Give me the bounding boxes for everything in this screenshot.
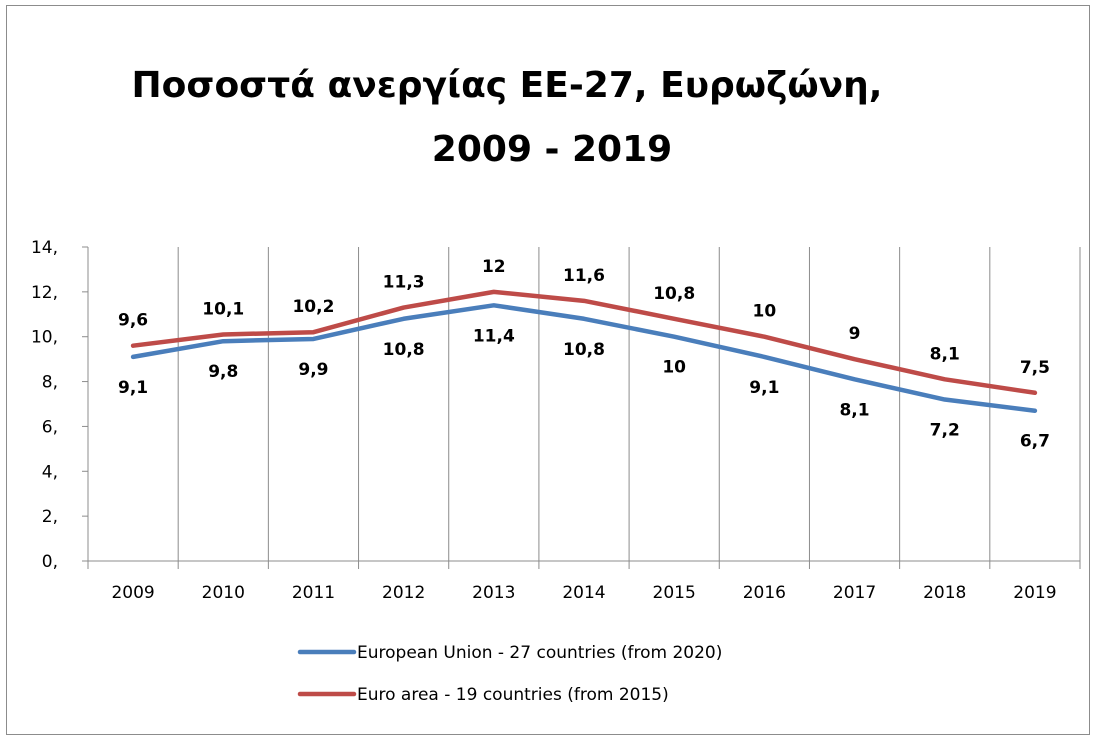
x-tick-label: 2010 bbox=[202, 583, 245, 603]
chart-title: Ποσοστά ανεργίας ΕΕ-27, Ευρωζώνη, 2009 -… bbox=[7, 54, 1007, 182]
x-tick-label: 2016 bbox=[743, 583, 786, 603]
y-tick-label: 0, bbox=[42, 552, 58, 572]
y-tick-label: 14, bbox=[31, 238, 58, 258]
data-label: 11,6 bbox=[563, 266, 605, 286]
y-tick-label: 12, bbox=[31, 283, 58, 303]
grid-lines bbox=[177, 247, 1081, 561]
series-lines bbox=[130, 289, 1038, 413]
y-tick-label: 10, bbox=[31, 328, 58, 348]
x-tick-label: 2018 bbox=[923, 583, 966, 603]
data-label: 11,4 bbox=[473, 326, 515, 346]
y-tick-label: 8, bbox=[42, 373, 58, 393]
chart-title-line-1: Ποσοστά ανεργίας ΕΕ-27, Ευρωζώνη, bbox=[131, 65, 883, 106]
axes: 2009 2010 2011 2012 2013 2014 2015 2016 2017 2018… bbox=[31, 238, 1081, 603]
y-tick-label: 6, bbox=[42, 417, 58, 437]
data-labels: 9,1 9,8 9,9 10,8 11,4 10,8 10 9,1 8,1 7,2 6,7 9,6 10… bbox=[118, 257, 1050, 452]
data-label: 12 bbox=[482, 257, 506, 277]
data-label: 6,7 bbox=[1020, 432, 1050, 452]
data-label: 9,1 bbox=[749, 378, 779, 398]
data-label: 8,1 bbox=[930, 344, 960, 364]
x-tick-label: 2011 bbox=[292, 583, 335, 603]
x-tick-label: 2017 bbox=[833, 583, 876, 603]
data-label: 9,9 bbox=[298, 360, 328, 380]
series-line-1 bbox=[130, 303, 1038, 413]
data-label: 10 bbox=[662, 358, 686, 378]
data-label: 8,1 bbox=[839, 400, 869, 420]
x-tick-label: 2013 bbox=[472, 583, 515, 603]
data-label: 10,2 bbox=[292, 297, 334, 317]
x-tick-label: 2015 bbox=[653, 583, 696, 603]
data-label: 9 bbox=[849, 324, 861, 344]
data-label: 10,8 bbox=[383, 340, 425, 360]
data-label: 7,2 bbox=[930, 421, 960, 441]
data-label: 9,8 bbox=[208, 362, 238, 382]
x-tick-label: 2009 bbox=[111, 583, 154, 603]
data-label: 9,6 bbox=[118, 311, 148, 331]
data-label: 10,8 bbox=[653, 284, 695, 304]
legend-label: Euro area - 19 countries (from 2015) bbox=[357, 685, 669, 705]
y-tick-label: 2, bbox=[42, 507, 58, 527]
data-label: 10,8 bbox=[563, 340, 605, 360]
data-label: 10 bbox=[753, 302, 777, 322]
x-tick-label: 2019 bbox=[1013, 583, 1056, 603]
x-tick-label: 2012 bbox=[382, 583, 425, 603]
chart-title-line-2: 2009 - 2019 bbox=[431, 129, 673, 170]
data-label: 10,1 bbox=[202, 299, 244, 319]
data-label: 11,3 bbox=[383, 273, 425, 293]
legend-label: European Union - 27 countries (from 2020… bbox=[357, 643, 722, 663]
legend: European Union - 27 countries (from 2020… bbox=[297, 643, 722, 705]
y-tick-label: 4, bbox=[42, 462, 58, 482]
x-tick-label: 2014 bbox=[562, 583, 605, 603]
data-label: 7,5 bbox=[1020, 358, 1050, 378]
data-label: 9,1 bbox=[118, 378, 148, 398]
series-line-2 bbox=[130, 289, 1038, 396]
